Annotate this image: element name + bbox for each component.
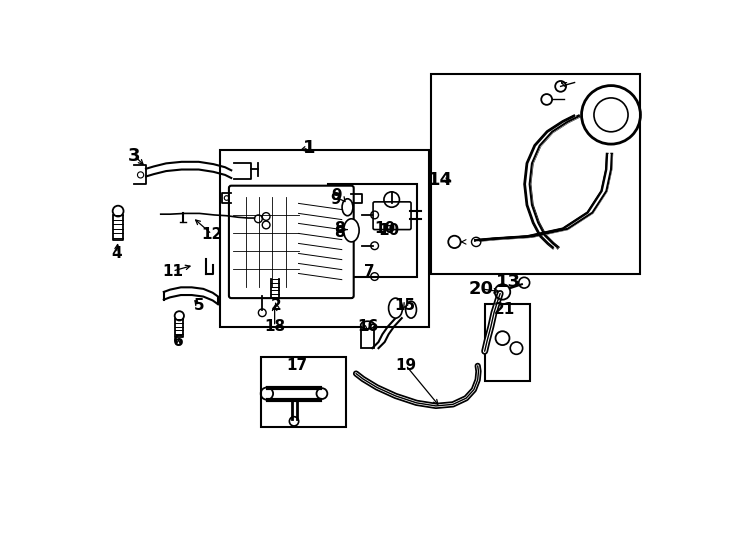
Ellipse shape <box>406 301 416 318</box>
Text: 19: 19 <box>395 357 416 373</box>
Bar <box>219 150 429 327</box>
Ellipse shape <box>388 298 402 318</box>
Ellipse shape <box>360 321 374 329</box>
Text: 16: 16 <box>357 319 378 334</box>
Bar <box>431 74 641 274</box>
Text: 17: 17 <box>286 357 308 373</box>
Text: 3: 3 <box>128 147 141 165</box>
FancyBboxPatch shape <box>373 202 411 230</box>
Text: 6: 6 <box>173 334 184 349</box>
Bar <box>361 327 374 348</box>
Text: 20: 20 <box>468 280 493 298</box>
Text: 1: 1 <box>302 139 315 157</box>
Bar <box>233 197 299 287</box>
Text: 5: 5 <box>193 298 204 313</box>
Text: 11: 11 <box>162 264 183 279</box>
Ellipse shape <box>342 199 353 215</box>
Text: 8: 8 <box>335 225 345 240</box>
Text: 14: 14 <box>428 171 453 190</box>
Text: 10: 10 <box>378 223 399 238</box>
Text: 9: 9 <box>331 188 342 203</box>
Text: 15: 15 <box>394 298 415 313</box>
Text: 12: 12 <box>201 227 222 242</box>
Text: 7: 7 <box>364 264 374 279</box>
Bar <box>261 357 346 427</box>
Text: 2: 2 <box>271 298 282 313</box>
Text: 21: 21 <box>494 302 515 317</box>
Ellipse shape <box>344 219 359 242</box>
Bar <box>485 303 531 381</box>
Bar <box>328 184 417 276</box>
FancyBboxPatch shape <box>229 186 354 298</box>
Text: 4: 4 <box>112 246 122 261</box>
Text: 18: 18 <box>264 319 286 334</box>
Text: 10: 10 <box>374 221 396 237</box>
Text: 13: 13 <box>496 273 521 291</box>
Text: 9: 9 <box>330 192 341 207</box>
Text: 8: 8 <box>335 221 345 237</box>
